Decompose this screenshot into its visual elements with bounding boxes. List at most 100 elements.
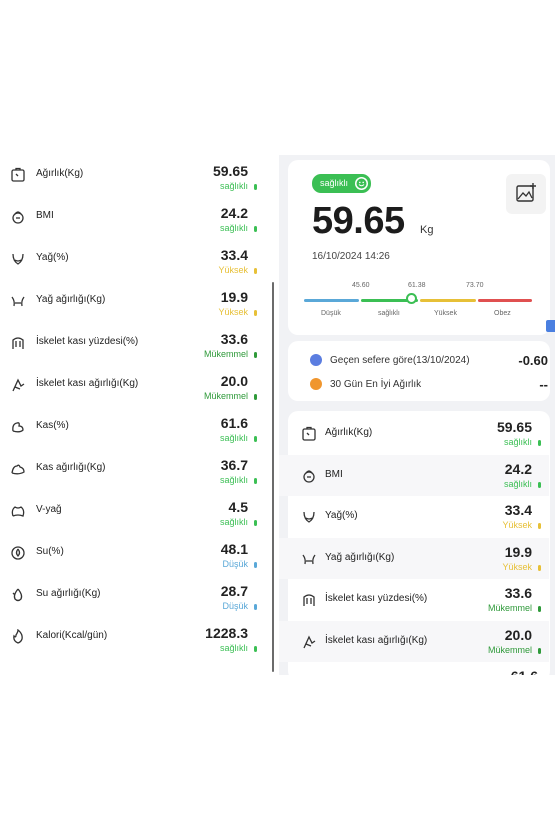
metric-value: 33.4: [220, 247, 248, 263]
list-item[interactable]: İskelet kası yüzdesi(%) 33.6 Mükemmel: [279, 579, 549, 620]
add-image-button[interactable]: [506, 174, 546, 214]
list-item[interactable]: Yağ ağırlığı(Kg) 19.9 Yüksek: [0, 281, 270, 323]
scale-label: Obez: [494, 310, 511, 317]
metric-label: BMI: [36, 210, 54, 221]
metric-label: V-yağ: [36, 504, 62, 515]
list-item[interactable]: V-yağ 4.5 sağlıklı: [0, 491, 270, 533]
metric-value: 28.7: [220, 583, 248, 599]
metric-value: 36.7: [220, 457, 248, 473]
water-weight-icon: [10, 587, 26, 603]
status-dot: [254, 562, 257, 568]
muscle-icon: [10, 419, 26, 435]
list-item[interactable]: BMI 24.2 sağlıklı: [0, 197, 270, 239]
metric-label: Kas ağırlığı(Kg): [36, 462, 106, 473]
metric-label: Ağırlık(Kg): [36, 168, 84, 179]
metric-label: İskelet kası yüzdesi(%): [36, 336, 139, 347]
metric-value: 1228.3: [205, 625, 248, 641]
list-item[interactable]: İskelet kası ağırlığı(Kg) 20.0 Mükemmel: [0, 365, 270, 407]
status-badge: sağlıklı: [312, 174, 372, 193]
metric-label: İskelet kası ağırlığı(Kg): [36, 378, 139, 389]
status-dot: [538, 481, 541, 488]
metric-status: Yüksek: [502, 561, 532, 572]
metric-label: Kas(%): [36, 420, 69, 431]
list-item[interactable]: Kas ağırlığı(Kg) 36.7 sağlıklı: [0, 449, 270, 491]
status-dot: [254, 394, 257, 400]
metric-status: Mükemmel: [487, 603, 532, 613]
water-icon: [10, 545, 26, 561]
metric-value: 19.9: [220, 289, 248, 305]
scale-segment-healthy: [361, 299, 418, 302]
metric-label: Kalori(Kcal/gün): [36, 630, 108, 641]
metric-status: sağlıklı: [219, 517, 248, 527]
metric-status: sağlıklı: [503, 437, 532, 447]
weight-value: 59.65: [312, 200, 405, 242]
calorie-icon: [10, 628, 26, 645]
compare-icon: [310, 354, 322, 366]
image-add-icon: [516, 183, 536, 202]
fat-weight-icon: [301, 551, 317, 567]
scale-label: sağlıklı: [378, 310, 400, 317]
status-dot: [538, 523, 541, 529]
skeletal-muscle-icon: [301, 592, 317, 608]
metric-value: 20.0: [504, 626, 532, 643]
status-dot: [254, 184, 257, 190]
scrollbar[interactable]: [272, 282, 274, 672]
fat-icon: [10, 251, 26, 267]
metric-label: İskelet kası yüzdesi(%): [325, 593, 428, 604]
best-weight-row: 30 Gün En İyi Ağırlık --: [288, 371, 548, 397]
bmi-icon: [10, 209, 26, 225]
visceral-fat-icon: [10, 503, 26, 519]
metric-label: Yağ ağırlığı(Kg): [36, 294, 106, 305]
list-item[interactable]: Yağ ağırlığı(Kg) 19.9 Yüksek: [279, 537, 549, 579]
metric-label: İskelet kası ağırlığı(Kg): [325, 634, 428, 646]
fat-weight-icon: [10, 293, 26, 309]
status-dot: [254, 352, 257, 358]
status-dot: [254, 604, 257, 610]
metric-label: Ağırlık(Kg): [325, 427, 373, 438]
scale-number: 73.70: [466, 282, 484, 289]
metric-status: Mükemmel: [203, 349, 248, 359]
left-metrics-panel: Ağırlık(Kg) 59.65 sağlıklı BMI 24.2 sağlıklı Y…: [0, 155, 276, 675]
muscle-weight-icon: [10, 461, 26, 477]
status-dot: [254, 478, 257, 484]
list-item[interactable]: Kas(%) 61.6 sağlıklı: [0, 407, 270, 449]
metric-value: 33.6: [504, 585, 532, 601]
status-dot: [254, 226, 257, 232]
metric-value: 24.2: [504, 460, 532, 477]
weight-summary-card: sağlıklı 59.65 Kg 16/10/2024 14:26 45.60…: [288, 160, 555, 335]
metric-value: 48.1: [220, 541, 248, 557]
list-item[interactable]: Ağırlık(Kg) 59.65 sağlıklı: [0, 155, 270, 197]
scale-label: Yüksek: [434, 310, 457, 317]
list-item[interactable]: İskelet kası ağırlığı(Kg) 20.0 Mükemmel: [279, 620, 549, 662]
flame-icon: [310, 378, 322, 390]
skeletal-muscle-weight-icon: [301, 634, 317, 650]
list-item[interactable]: BMI 24.2 sağlıklı: [279, 454, 549, 496]
status-dot: [538, 440, 541, 446]
measurement-datetime: 16/10/2024 14:26: [312, 251, 390, 262]
status-dot: [254, 646, 257, 652]
list-item[interactable]: Su ağırlığı(Kg) 28.7 Düşük: [0, 575, 270, 617]
list-item[interactable]: Ağırlık(Kg) 59.65 sağlıklı: [279, 413, 549, 454]
metric-value: 19.9: [504, 543, 532, 560]
list-item[interactable]: Yağ(%) 33.4 Yüksek: [279, 496, 549, 537]
list-item[interactable]: Su(%) 48.1 Düşük: [0, 533, 270, 575]
list-item[interactable]: İskelet kası yüzdesi(%) 33.6 Mükemmel: [0, 323, 270, 365]
metric-status: sağlıklı: [219, 433, 248, 443]
metric-status: Düşük: [222, 559, 248, 569]
scale-number: 45.60: [352, 282, 370, 289]
metric-status: sağlıklı: [503, 478, 532, 489]
metric-value: 24.2: [220, 205, 248, 221]
scale-segment-obese: [478, 299, 532, 302]
edit-icon[interactable]: [546, 320, 555, 332]
metric-value: 61.6: [220, 415, 248, 431]
metric-value: 59.65: [212, 163, 248, 179]
list-item[interactable]: Yağ(%) 33.4 Yüksek: [0, 239, 270, 281]
list-item[interactable]: Kalori(Kcal/gün) 1228.3 sağlıklı: [0, 617, 270, 659]
metric-status: Mükemmel: [487, 644, 532, 655]
skeletal-muscle-weight-icon: [10, 377, 26, 393]
metric-status: sağlıklı: [219, 223, 248, 233]
metric-status: Yüksek: [218, 265, 248, 275]
metric-status: Yüksek: [218, 307, 248, 317]
metric-value: 4.5: [228, 499, 248, 515]
smile-icon: [355, 177, 369, 190]
